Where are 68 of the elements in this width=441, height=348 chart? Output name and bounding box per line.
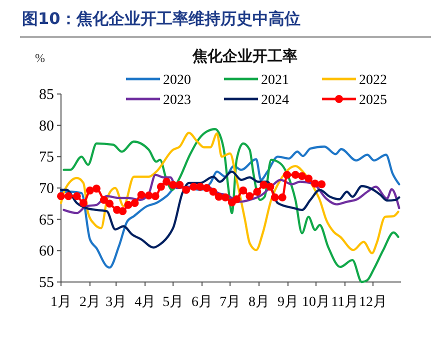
point xyxy=(130,199,139,208)
x-tick-label: 2月 xyxy=(79,295,100,310)
point xyxy=(209,188,218,196)
x-tick-label: 12月 xyxy=(358,295,387,310)
point xyxy=(79,199,88,208)
x-tick-label: 11月 xyxy=(331,295,359,310)
point xyxy=(311,180,320,188)
point xyxy=(86,186,94,195)
point xyxy=(124,200,132,209)
point xyxy=(278,193,286,202)
x-tick-label: 6月 xyxy=(192,295,213,310)
point xyxy=(92,184,100,193)
point xyxy=(304,174,313,183)
point xyxy=(239,186,248,195)
point xyxy=(190,182,198,191)
x-tick-label: 4月 xyxy=(134,295,156,310)
x-tick-label: 8月 xyxy=(248,295,270,310)
point xyxy=(232,195,241,204)
point xyxy=(156,182,165,191)
point xyxy=(64,192,72,200)
point xyxy=(176,180,184,189)
point xyxy=(291,170,300,179)
point xyxy=(260,180,268,189)
y-axis-title: % xyxy=(35,51,45,65)
legend-label: 2024 xyxy=(261,93,289,108)
legend-label: 2023 xyxy=(163,93,191,108)
point xyxy=(196,182,204,191)
point xyxy=(182,186,190,194)
chart-title: 图10：焦化企业开工率维持历史中高位 xyxy=(22,9,300,28)
point xyxy=(57,192,65,200)
x-tick-label: 5月 xyxy=(162,295,184,310)
point xyxy=(151,192,160,200)
x-tick-label: 9月 xyxy=(277,295,298,310)
point xyxy=(162,178,171,186)
y-tick-label: 75 xyxy=(39,150,54,166)
point xyxy=(270,193,279,202)
point xyxy=(253,188,262,196)
point xyxy=(266,182,274,191)
x-tick-label: 3月 xyxy=(106,295,127,310)
point xyxy=(100,196,108,204)
y-tick-label: 55 xyxy=(39,275,54,291)
point xyxy=(169,180,178,189)
point xyxy=(298,172,306,180)
point xyxy=(118,207,127,216)
legend-label: 2021 xyxy=(261,73,289,88)
point xyxy=(202,184,211,192)
y-tick-label: 65 xyxy=(39,212,54,228)
legend-label: 2025 xyxy=(359,93,387,108)
legend-label: 2022 xyxy=(359,73,387,88)
line-series xyxy=(62,174,400,214)
x-tick-label: 7月 xyxy=(220,295,241,310)
point xyxy=(221,193,230,202)
point xyxy=(137,190,146,199)
y-tick-label: 70 xyxy=(39,181,54,197)
point xyxy=(283,170,292,179)
point xyxy=(318,180,326,188)
y-tick-label: 85 xyxy=(39,87,54,103)
point xyxy=(106,200,114,208)
line-series xyxy=(60,170,400,249)
x-tick-label: 10月 xyxy=(302,295,330,310)
point xyxy=(246,192,254,200)
point xyxy=(72,192,81,200)
y-tick-label: 60 xyxy=(39,244,54,260)
y-tick-label: 80 xyxy=(39,118,54,134)
x-tick-label: 1月 xyxy=(50,295,72,310)
legend-label: 2020 xyxy=(163,73,191,88)
chart-subtitle: 焦化企业开工率 xyxy=(192,47,298,65)
line-series xyxy=(60,132,400,254)
